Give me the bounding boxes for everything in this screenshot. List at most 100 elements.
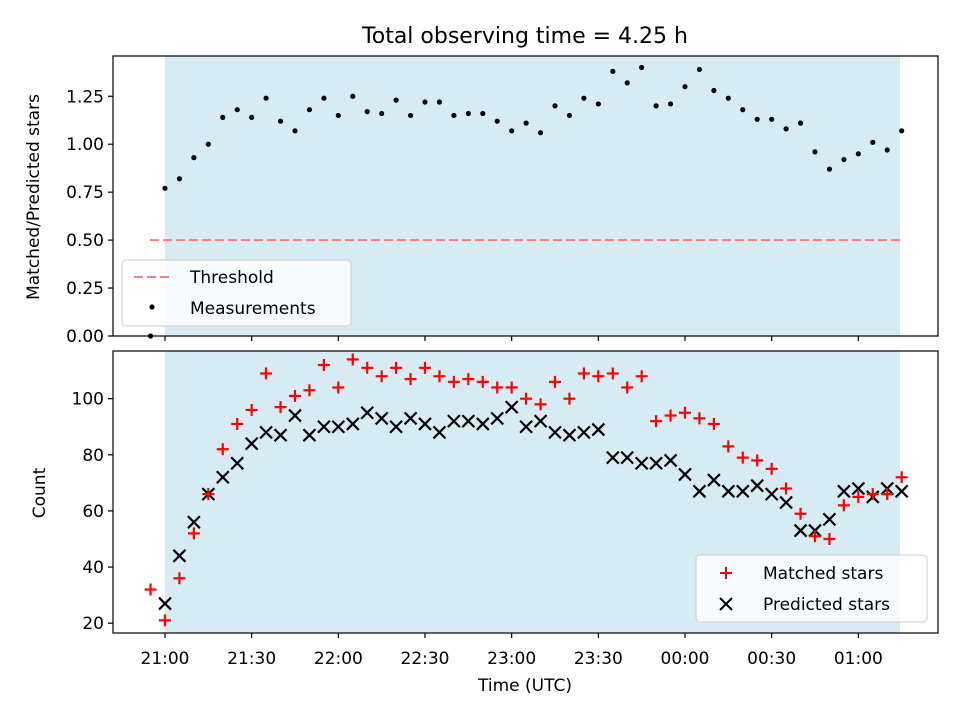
top-axes-frame bbox=[112, 55, 939, 337]
predicted-point bbox=[288, 408, 302, 423]
legend-matched-label: Matched stars bbox=[763, 564, 883, 584]
measurement-point bbox=[509, 128, 515, 134]
matched-point bbox=[693, 412, 706, 425]
measurement-point bbox=[884, 147, 890, 153]
measurement-point bbox=[624, 80, 630, 86]
matched-point bbox=[462, 373, 475, 386]
predicted-point bbox=[533, 414, 548, 428]
predicted-point bbox=[389, 419, 403, 434]
measurement-point bbox=[653, 103, 659, 109]
matched-point bbox=[650, 415, 663, 428]
bottom-panel: 20 40 60 80 100 21:00 21:30 22:00 22:30 23:00 23:… bbox=[30, 350, 939, 696]
predicted-point bbox=[548, 425, 562, 440]
matched-point bbox=[780, 482, 793, 495]
matched-point bbox=[260, 367, 273, 380]
measurement-point bbox=[797, 120, 804, 126]
predicted-point bbox=[663, 453, 678, 468]
matched-point bbox=[289, 389, 302, 402]
predicted-point bbox=[158, 596, 172, 611]
predicted-point bbox=[374, 411, 389, 426]
matched-point bbox=[202, 488, 215, 501]
x-tick-label: 23:00 bbox=[487, 649, 536, 669]
measurement-point bbox=[249, 114, 255, 120]
matched-point bbox=[491, 381, 504, 394]
predicted-point bbox=[851, 481, 866, 496]
predicted-point bbox=[606, 450, 620, 465]
predicted-point bbox=[216, 470, 230, 485]
predicted-point bbox=[187, 515, 201, 529]
legend-predicted-marker bbox=[719, 597, 733, 611]
bottom-y-axis: 20 40 60 80 100 bbox=[72, 390, 113, 634]
predicted-point bbox=[620, 450, 635, 465]
bottom-y-axis-label: Count bbox=[30, 467, 50, 518]
matched-point bbox=[404, 373, 417, 386]
matched-point bbox=[751, 454, 764, 467]
measurement-point bbox=[566, 112, 573, 119]
measurement-point bbox=[725, 95, 731, 101]
matched-point bbox=[895, 471, 908, 484]
predicted-point bbox=[244, 436, 259, 451]
predicted-point bbox=[837, 484, 851, 499]
matched-point bbox=[303, 384, 316, 397]
bottom-x-axis: 21:00 21:30 22:00 22:30 23:00 23:30 00:00 00:30… bbox=[141, 633, 883, 669]
matched-point bbox=[534, 398, 547, 411]
matched-point bbox=[216, 443, 229, 456]
measurement-point bbox=[393, 97, 399, 103]
matched-point bbox=[563, 392, 576, 405]
bottom-legend-box bbox=[695, 554, 928, 623]
top-y-tick-label: 1.00 bbox=[66, 135, 104, 155]
measurement-point bbox=[855, 151, 861, 157]
predicted-point bbox=[302, 428, 317, 442]
predicted-point bbox=[736, 484, 750, 499]
x-tick-label: 23:30 bbox=[574, 649, 623, 669]
matched-point bbox=[375, 370, 388, 383]
legend-threshold-label: Threshold bbox=[189, 268, 274, 288]
bottom-axes-frame bbox=[112, 350, 939, 634]
measurement-point bbox=[379, 110, 385, 117]
measurement-point bbox=[292, 128, 298, 134]
predicted-point bbox=[707, 473, 721, 487]
top-panel: 0.00 0.25 0.50 0.75 1.00 1.25 Matched/Predict… bbox=[24, 55, 939, 347]
matched-point bbox=[245, 403, 258, 416]
measurement-point bbox=[321, 95, 327, 101]
matched-point bbox=[317, 359, 330, 372]
matched-point bbox=[606, 367, 619, 380]
bottom-y-tick-label: 60 bbox=[82, 502, 104, 522]
predicted-point bbox=[894, 484, 909, 499]
measurement-point bbox=[783, 126, 789, 132]
predicted-point bbox=[360, 405, 375, 420]
matched-point bbox=[433, 370, 446, 383]
measurement-point bbox=[350, 93, 356, 99]
legend-predicted-label: Predicted stars bbox=[763, 595, 890, 615]
x-tick-label: 00:00 bbox=[661, 649, 710, 669]
top-y-tick-label: 0.50 bbox=[66, 231, 104, 251]
measurement-point bbox=[234, 107, 240, 113]
predicted-point bbox=[476, 417, 490, 431]
measurement-point bbox=[263, 95, 269, 101]
predicted-point bbox=[764, 487, 779, 501]
matched-point bbox=[332, 381, 345, 394]
matched-point bbox=[852, 490, 865, 503]
predicted-point bbox=[490, 411, 505, 426]
predicted-point bbox=[461, 414, 476, 428]
measurement-point bbox=[696, 66, 703, 73]
measurement-point bbox=[581, 95, 587, 101]
top-legend: Threshold Measurements bbox=[121, 259, 352, 327]
matched-point bbox=[881, 488, 894, 501]
measurement-point bbox=[667, 101, 674, 107]
measurement-point bbox=[841, 156, 847, 163]
matched-point bbox=[361, 361, 374, 374]
predicted-point bbox=[504, 400, 519, 414]
measurement-point bbox=[277, 118, 284, 124]
measurement-points bbox=[147, 64, 905, 339]
measurement-point bbox=[537, 130, 544, 136]
measurement-point bbox=[176, 176, 183, 182]
predicted-point bbox=[418, 417, 432, 431]
measurement-point bbox=[754, 116, 760, 122]
measurement-point bbox=[220, 114, 226, 120]
measurement-point bbox=[436, 99, 443, 105]
matched-point bbox=[794, 507, 807, 520]
matched-point bbox=[736, 451, 749, 464]
matched-point bbox=[390, 361, 403, 374]
bottom-y-tick-label: 80 bbox=[82, 446, 104, 466]
